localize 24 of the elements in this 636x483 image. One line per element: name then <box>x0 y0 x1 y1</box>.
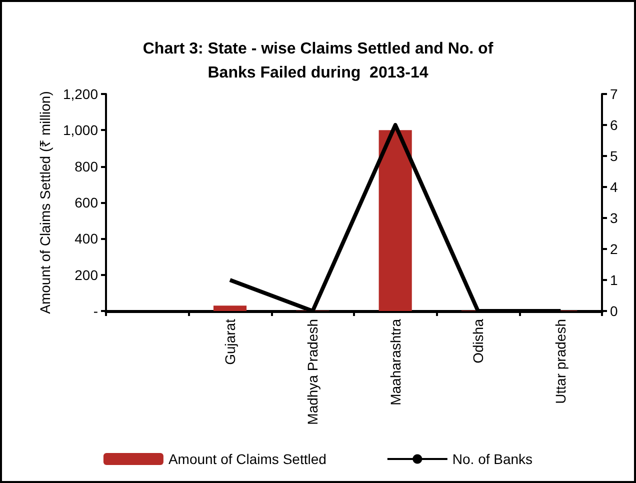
legend-label: No. of Banks <box>452 451 533 467</box>
y-axis-title: Amount of Claims Settled (₹ million) <box>37 91 54 314</box>
y-tick-label: 1,200 <box>62 86 98 102</box>
y2-tick-label: 1 <box>610 272 618 288</box>
chart-title: Chart 3: State - wise Claims Settled and No. of Banks Failed during 2013-14 <box>142 40 494 82</box>
x-tick-label: Maaharashtra <box>387 318 404 406</box>
y2-tick-label: 0 <box>610 303 618 319</box>
x-tick-label: Uttar pradesh <box>552 319 569 404</box>
y2-tick-label: 6 <box>610 117 618 133</box>
y-tick-label: 200 <box>74 266 98 283</box>
y2-tick-label: 7 <box>610 86 618 102</box>
y2-tick-label: 5 <box>610 148 618 164</box>
legend-label: Amount of Claims Settled <box>168 451 326 467</box>
y-tick-label: 600 <box>74 194 98 210</box>
y-tick-label: 800 <box>74 158 98 174</box>
y2-tick-label: 2 <box>610 241 618 257</box>
y-tick-label: 1,000 <box>62 122 98 138</box>
y-tick-label: - <box>93 303 98 319</box>
x-tick-label: Madhya Pradesh <box>304 319 321 425</box>
y2-tick-label: 4 <box>610 179 618 195</box>
x-tick-label: Gujarat <box>222 318 238 365</box>
y-tick-label: 400 <box>74 230 98 247</box>
x-tick-label: Odisha <box>470 318 486 364</box>
y2-tick-label: 3 <box>610 210 618 226</box>
